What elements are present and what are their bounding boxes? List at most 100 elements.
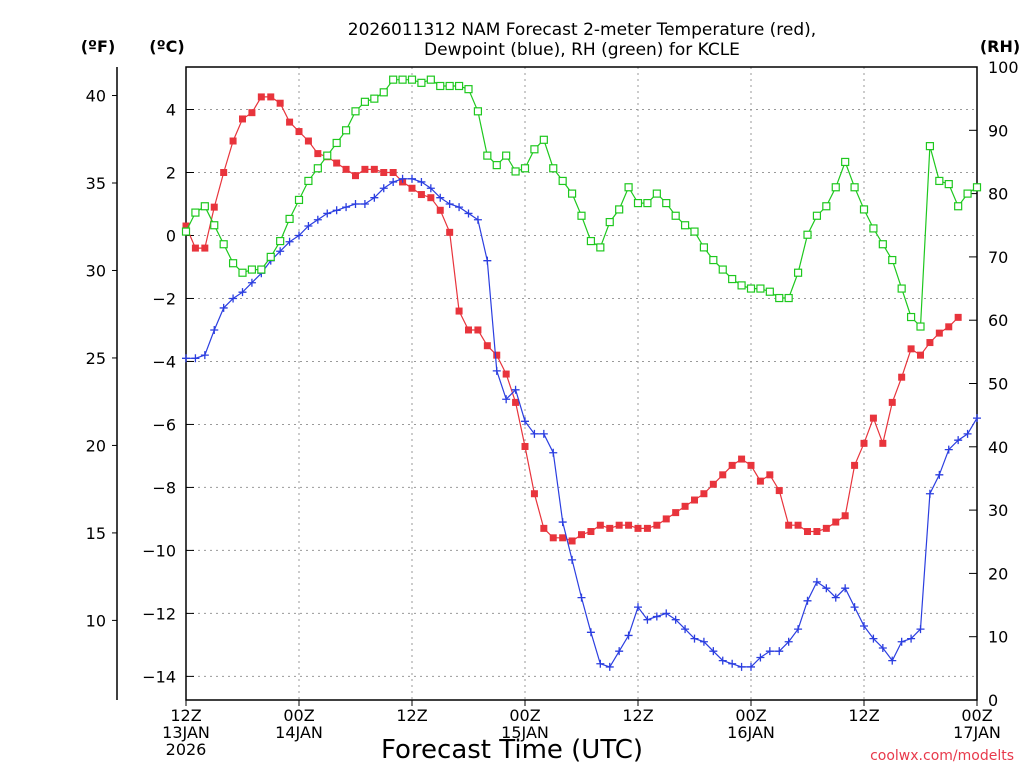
rh-point: [765, 287, 774, 296]
dewpoint-point: [182, 354, 190, 363]
rh-point: [313, 164, 322, 173]
chart-title-line-2: Dewpoint (blue), RH (green) for KCLE: [424, 40, 740, 60]
temperature-point: [888, 398, 896, 406]
temperature-point: [512, 398, 520, 406]
temperature-point: [427, 194, 435, 202]
fahrenheit-tick-label: 10: [86, 611, 106, 630]
dewpoint-point: [925, 489, 934, 498]
temperature-point: [493, 351, 501, 359]
rh-point: [530, 145, 539, 154]
temperature-point: [691, 496, 698, 504]
dewpoint-point: [624, 631, 633, 640]
x-tick-label: 12Z: [622, 706, 653, 725]
rh-series: [181, 75, 982, 331]
temperature-point: [220, 169, 228, 176]
x-tick-label: 2026: [166, 740, 207, 759]
temperature-point: [201, 244, 209, 252]
rh-point: [897, 284, 906, 293]
dewpoint-point: [860, 621, 868, 630]
temperature-point: [662, 515, 670, 523]
rh-point: [596, 243, 605, 252]
dewpoint-point: [558, 518, 567, 527]
dewpoint-point: [521, 417, 529, 426]
rh-point: [539, 135, 548, 144]
temperature-point: [719, 471, 727, 479]
dewpoint-point: [634, 603, 642, 612]
dewpoint-point: [502, 395, 511, 404]
temperature-point: [832, 518, 840, 526]
celsius-tick-label: −8: [152, 478, 176, 497]
rh-point: [549, 164, 558, 173]
temperature-point: [502, 370, 510, 378]
rh-point: [615, 205, 624, 214]
dewpoint-point: [370, 193, 379, 202]
temperature-point: [248, 109, 256, 117]
temperature-point: [295, 128, 303, 136]
rh-point: [181, 227, 191, 236]
dewpoint-point: [916, 625, 925, 634]
rh-point: [247, 265, 257, 274]
temperature-point: [587, 528, 595, 536]
temperature-point: [370, 165, 378, 173]
x-tick-label: 17JAN: [953, 723, 1001, 742]
celsius-tick-label: 0: [166, 226, 176, 245]
celsius-tick-label: −10: [142, 541, 176, 560]
dewpoint-point: [408, 174, 416, 183]
x-tick-label: 12Z: [848, 706, 879, 725]
credit-text: coolwx.com/modelts: [870, 748, 1014, 764]
x-tick-label: 00Z: [735, 706, 766, 725]
x-tick-label: 14JAN: [275, 723, 323, 742]
rh-point: [370, 94, 379, 103]
rh-point: [323, 151, 332, 160]
x-tick-label: 13JAN: [162, 723, 210, 742]
dewpoint-point: [963, 429, 972, 438]
temperature-point: [869, 414, 877, 422]
temperature-point: [352, 172, 359, 180]
rh-point: [944, 180, 953, 189]
rh-tick-label: 40: [988, 438, 1008, 457]
x-tick-label: 12Z: [170, 706, 201, 725]
rh-point: [699, 243, 709, 252]
dewpoint-point: [831, 593, 840, 602]
dewpoint-point: [389, 177, 398, 186]
temperature-point: [643, 524, 651, 532]
rh-point: [398, 75, 407, 84]
dewpoint-point: [247, 278, 256, 287]
temperature-point: [559, 534, 567, 542]
rh-point: [643, 198, 652, 208]
rh-point: [520, 164, 530, 173]
rh-point: [652, 189, 661, 198]
rh-point: [304, 176, 313, 186]
dewpoint-point: [191, 354, 200, 363]
rh-point: [709, 255, 718, 265]
rh-point: [662, 198, 671, 208]
temperature-point: [446, 228, 454, 236]
dewpoint-point: [888, 656, 897, 665]
rh-point: [200, 202, 209, 211]
temperature-point: [436, 206, 444, 214]
rh-point: [351, 107, 360, 116]
rh-point: [793, 268, 803, 277]
dewpoint-point: [483, 256, 492, 265]
temperature-point: [474, 326, 482, 334]
rh-point: [436, 81, 445, 91]
dewpoint-point: [878, 644, 887, 653]
dewpoint-point: [360, 199, 369, 208]
temperature-point: [756, 477, 764, 485]
temperature-point: [728, 461, 736, 469]
rh-point: [812, 211, 822, 220]
x-tick-label: 00Z: [961, 706, 992, 725]
temperature-point: [766, 471, 774, 479]
dewpoint-point: [539, 429, 548, 438]
dewpoint-point: [671, 615, 680, 624]
celsius-tick-label: −4: [152, 352, 176, 371]
rh-point: [784, 293, 793, 303]
rh-point: [483, 151, 492, 160]
temperature-point: [578, 531, 585, 539]
dewpoint-point: [728, 659, 737, 668]
rh-point: [464, 85, 473, 94]
temperature-point: [813, 528, 821, 536]
temperature-point: [276, 99, 284, 107]
fahrenheit-tick-label: 40: [86, 87, 106, 106]
